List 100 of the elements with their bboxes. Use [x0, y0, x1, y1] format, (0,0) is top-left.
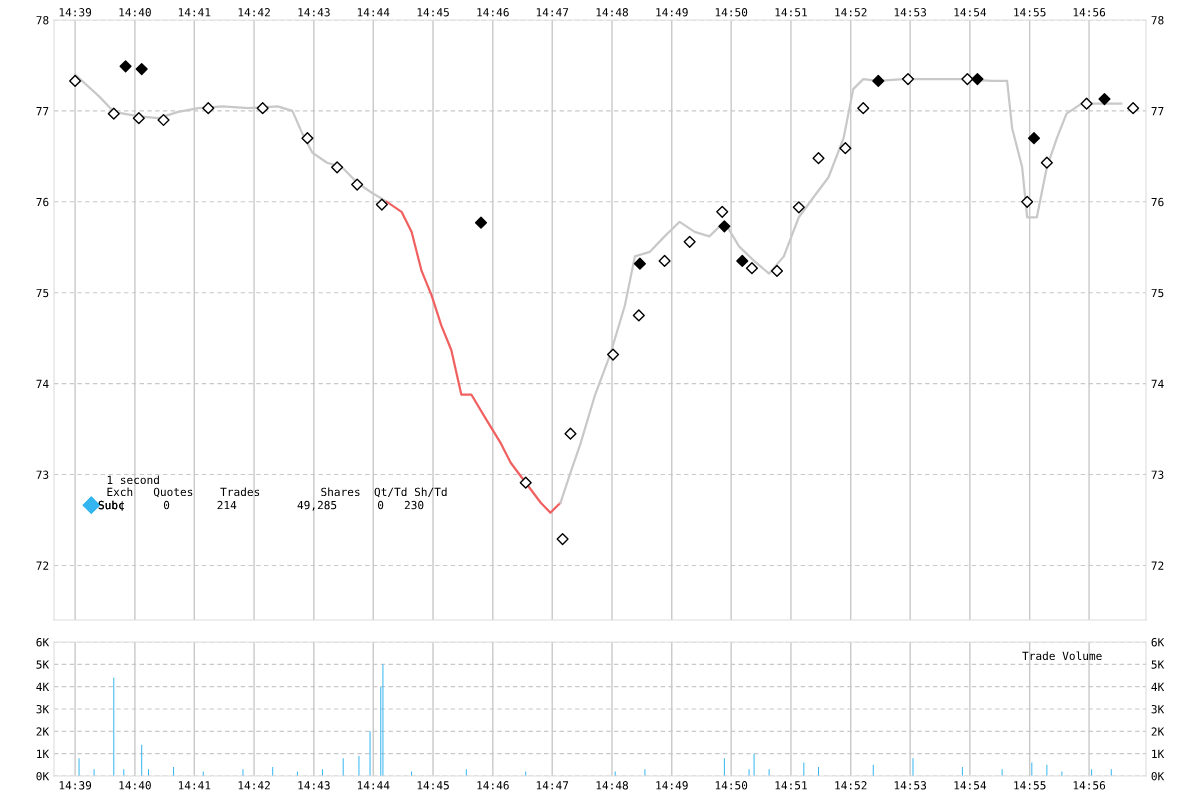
y-tick-label: 72	[36, 561, 49, 570]
y2-tick-label: 78	[1151, 16, 1164, 25]
point	[658, 254, 671, 267]
text: Trade Volume	[1022, 651, 1102, 661]
y2-tick-label: 3K	[1151, 705, 1165, 714]
annotation: 1 second	[107, 475, 159, 485]
point	[474, 216, 488, 229]
point	[971, 73, 984, 86]
x-tick-label: 14:49	[656, 8, 688, 17]
x-tick-label: 14:45	[417, 781, 449, 790]
y-tick-label: 0K	[36, 772, 50, 781]
point	[1040, 156, 1053, 169]
point	[718, 220, 731, 233]
y-tick-label: 6K	[36, 638, 50, 647]
point	[375, 198, 388, 211]
point	[716, 205, 729, 218]
x-tick-label: 14:40	[119, 8, 151, 17]
x-tick-label: 14:45	[417, 8, 449, 17]
annotation: 0 214 49,285 0 230	[163, 500, 424, 511]
x-tick-label: 14:46	[477, 781, 509, 790]
x-tick-label: 14:44	[357, 8, 390, 17]
point	[256, 102, 269, 115]
x-tick-label: 14:55	[1014, 781, 1046, 790]
point	[770, 264, 784, 277]
x-tick-label: 14:53	[894, 8, 927, 17]
point	[812, 152, 825, 165]
point	[606, 348, 620, 361]
point	[901, 73, 915, 86]
point	[135, 63, 148, 76]
x-tick-label: 14:42	[238, 8, 270, 17]
point	[1127, 102, 1140, 115]
y-tick-label: 1K	[37, 749, 50, 758]
y2-tick-label: 77	[1151, 107, 1164, 116]
point	[745, 262, 759, 275]
y-tick-label: 78	[36, 16, 49, 25]
point	[683, 235, 696, 248]
y2-tick-label: 4K	[1151, 682, 1165, 691]
y-tick-label: 2K	[36, 727, 50, 736]
point	[961, 73, 974, 86]
x-tick-label: 14:52	[835, 8, 867, 17]
y-tick-label: 3K	[36, 705, 50, 714]
x-tick-label: 14:56	[1073, 8, 1106, 17]
point	[69, 74, 82, 87]
y-tick-label: 77	[36, 107, 49, 116]
legend-label: Sub¢	[98, 500, 124, 511]
point	[1080, 97, 1093, 110]
point	[564, 427, 577, 440]
x-tick-label: 14:54	[954, 781, 987, 790]
point	[107, 107, 120, 120]
x-tick-label: 14:51	[775, 781, 807, 790]
point	[1027, 132, 1041, 145]
y2-tick-label: 74	[1151, 379, 1164, 388]
x-tick-label: 14:39	[59, 781, 92, 790]
y2-tick-label: 73	[1151, 470, 1164, 479]
point	[556, 533, 569, 546]
x-tick-label: 14:41	[178, 781, 211, 790]
point	[792, 201, 805, 214]
point	[519, 476, 532, 489]
x-tick-label: 14:44	[357, 781, 390, 790]
y-tick-label: 5K	[36, 660, 50, 669]
x-tick-label: 14:50	[715, 781, 748, 790]
x-tick-label: 14:48	[596, 781, 628, 790]
x-tick-label: 14:50	[715, 8, 748, 17]
point	[872, 74, 885, 87]
x-tick-label: 14:47	[536, 781, 569, 790]
y2-tick-label: 76	[1151, 197, 1164, 207]
x-tick-label: 14:56	[1073, 781, 1106, 790]
point	[351, 178, 364, 191]
point	[331, 161, 344, 174]
x-tick-label: 14:42	[238, 781, 270, 790]
point	[633, 257, 646, 270]
x-tick-label: 14:39	[59, 8, 92, 17]
point	[839, 142, 852, 155]
point	[1098, 93, 1111, 106]
x-tick-label: 14:43	[298, 781, 330, 790]
x-tick-label: 14:51	[775, 8, 807, 17]
point	[736, 254, 749, 267]
y2-tick-label: 1K	[1152, 749, 1165, 758]
point	[857, 102, 870, 115]
y-tick-label: 73	[36, 470, 49, 479]
point	[632, 309, 645, 322]
x-tick-label: 14:49	[656, 781, 688, 790]
y2-tick-label: 5K	[1151, 660, 1165, 669]
point	[119, 60, 132, 73]
y-tick-label: 76	[36, 197, 49, 207]
point	[1021, 195, 1034, 208]
x-tick-label: 14:46	[477, 8, 509, 17]
x-tick-label: 14:41	[178, 8, 211, 17]
x-tick-label: 14:47	[536, 8, 569, 17]
point	[132, 112, 145, 125]
x-tick-label: 14:48	[596, 8, 628, 17]
x-tick-label: 14:40	[119, 781, 151, 790]
annotation: Exch Quotes Trades Shares Qt/Td Sh/Td	[107, 487, 447, 498]
y2-tick-label: 6K	[1151, 638, 1165, 647]
y-tick-label: 75	[36, 288, 49, 298]
x-tick-label: 14:54	[954, 8, 987, 17]
point	[157, 113, 170, 127]
y2-tick-label: 75	[1151, 288, 1164, 298]
y2-tick-label: 0K	[1151, 772, 1165, 781]
point	[202, 102, 215, 115]
